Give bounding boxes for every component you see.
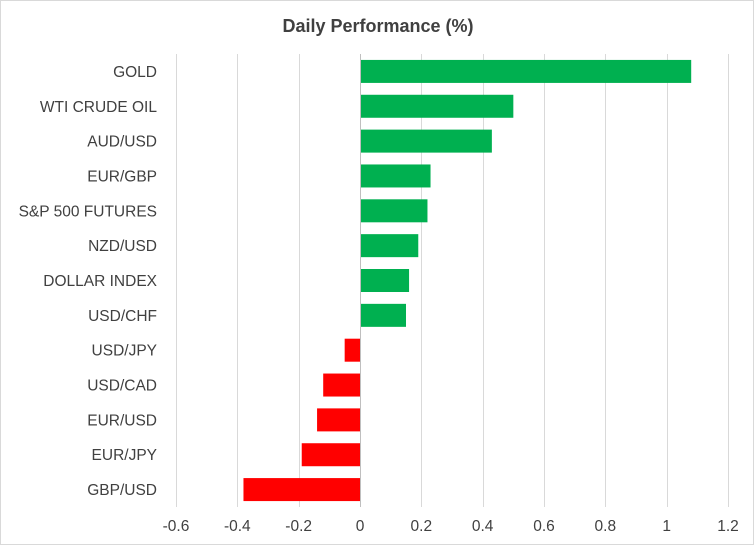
chart-title: Daily Performance (%) bbox=[282, 16, 473, 36]
x-tick-label: 1.2 bbox=[717, 518, 739, 535]
category-label: NZD/USD bbox=[88, 238, 157, 255]
category-label: EUR/GBP bbox=[87, 168, 157, 185]
x-tick-label: 0.6 bbox=[533, 518, 555, 535]
x-tick-label: 0.2 bbox=[411, 518, 433, 535]
bar-nzd-usd bbox=[360, 234, 419, 258]
x-tick-label: -0.2 bbox=[285, 518, 312, 535]
bar-aud-usd bbox=[360, 129, 492, 153]
bar-eur-jpy bbox=[301, 443, 360, 467]
gridlines bbox=[176, 54, 729, 507]
x-tick-label: 1 bbox=[662, 518, 671, 535]
bar-wti-crude-oil bbox=[360, 94, 514, 118]
category-label: USD/JPY bbox=[92, 343, 157, 360]
bar-gbp-usd bbox=[243, 478, 360, 502]
bar-usd-jpy bbox=[344, 338, 360, 362]
category-label: AUD/USD bbox=[87, 134, 157, 151]
category-labels: GOLD WTI CRUDE OIL AUD/USD EUR/GBP S&P 500 F… bbox=[19, 64, 158, 499]
bar-eur-gbp bbox=[360, 164, 431, 188]
category-label: S&P 500 FUTURES bbox=[19, 203, 157, 220]
bar-usd-cad bbox=[323, 373, 360, 397]
category-label: GBP/USD bbox=[87, 482, 157, 499]
category-label: USD/CHF bbox=[88, 308, 157, 325]
category-label: USD/CAD bbox=[87, 378, 157, 395]
bars bbox=[243, 59, 692, 502]
bar-usd-chf bbox=[360, 303, 406, 327]
category-label: WTI CRUDE OIL bbox=[40, 99, 157, 116]
category-label: EUR/JPY bbox=[92, 447, 157, 464]
category-label: EUR/USD bbox=[87, 412, 157, 429]
category-label: GOLD bbox=[113, 64, 157, 81]
x-tick-label: 0.4 bbox=[472, 518, 494, 535]
x-tick-label: 0 bbox=[356, 518, 365, 535]
category-label: DOLLAR INDEX bbox=[43, 273, 157, 290]
x-tick-label: -0.6 bbox=[163, 518, 190, 535]
bar-eur-usd bbox=[317, 408, 360, 432]
bar-dollar-index bbox=[360, 269, 410, 292]
x-tick-labels: -0.6 -0.4 -0.2 0 0.2 0.4 0.6 0.8 1 1.2 bbox=[163, 518, 739, 535]
bar-s-p-500-futures bbox=[360, 199, 428, 223]
x-tick-label: 0.8 bbox=[595, 518, 617, 535]
bar-gold bbox=[360, 59, 692, 83]
x-tick-label: -0.4 bbox=[224, 518, 251, 535]
